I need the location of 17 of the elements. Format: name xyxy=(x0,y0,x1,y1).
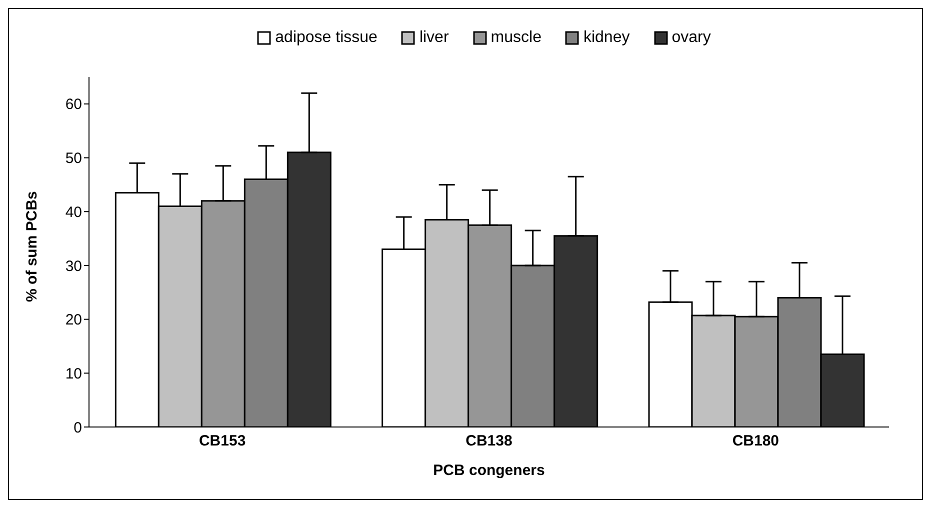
y-tick-label: 40 xyxy=(65,204,82,221)
y-tick-label: 0 xyxy=(74,419,82,436)
y-tick-label: 10 xyxy=(65,365,82,382)
legend-label: adipose tissue xyxy=(275,29,378,47)
x-tick-label: CB138 xyxy=(466,432,512,450)
y-tick-label: 50 xyxy=(65,150,82,168)
legend-label: muscle xyxy=(490,29,542,47)
x-tick-label: CB153 xyxy=(198,432,246,450)
legend-label: liver xyxy=(419,29,449,47)
y-tick-label: 20 xyxy=(65,312,82,329)
x-tick-label: CB180 xyxy=(732,432,780,450)
y-tick-label: 30 xyxy=(65,258,82,275)
legend-label: kidney xyxy=(583,29,630,47)
y-axis-title: % of sum PCBs xyxy=(23,191,40,302)
legend-label: ovary xyxy=(672,29,711,47)
y-tick-label: 60 xyxy=(65,96,82,114)
x-axis-title: PCB congeners xyxy=(433,462,545,479)
